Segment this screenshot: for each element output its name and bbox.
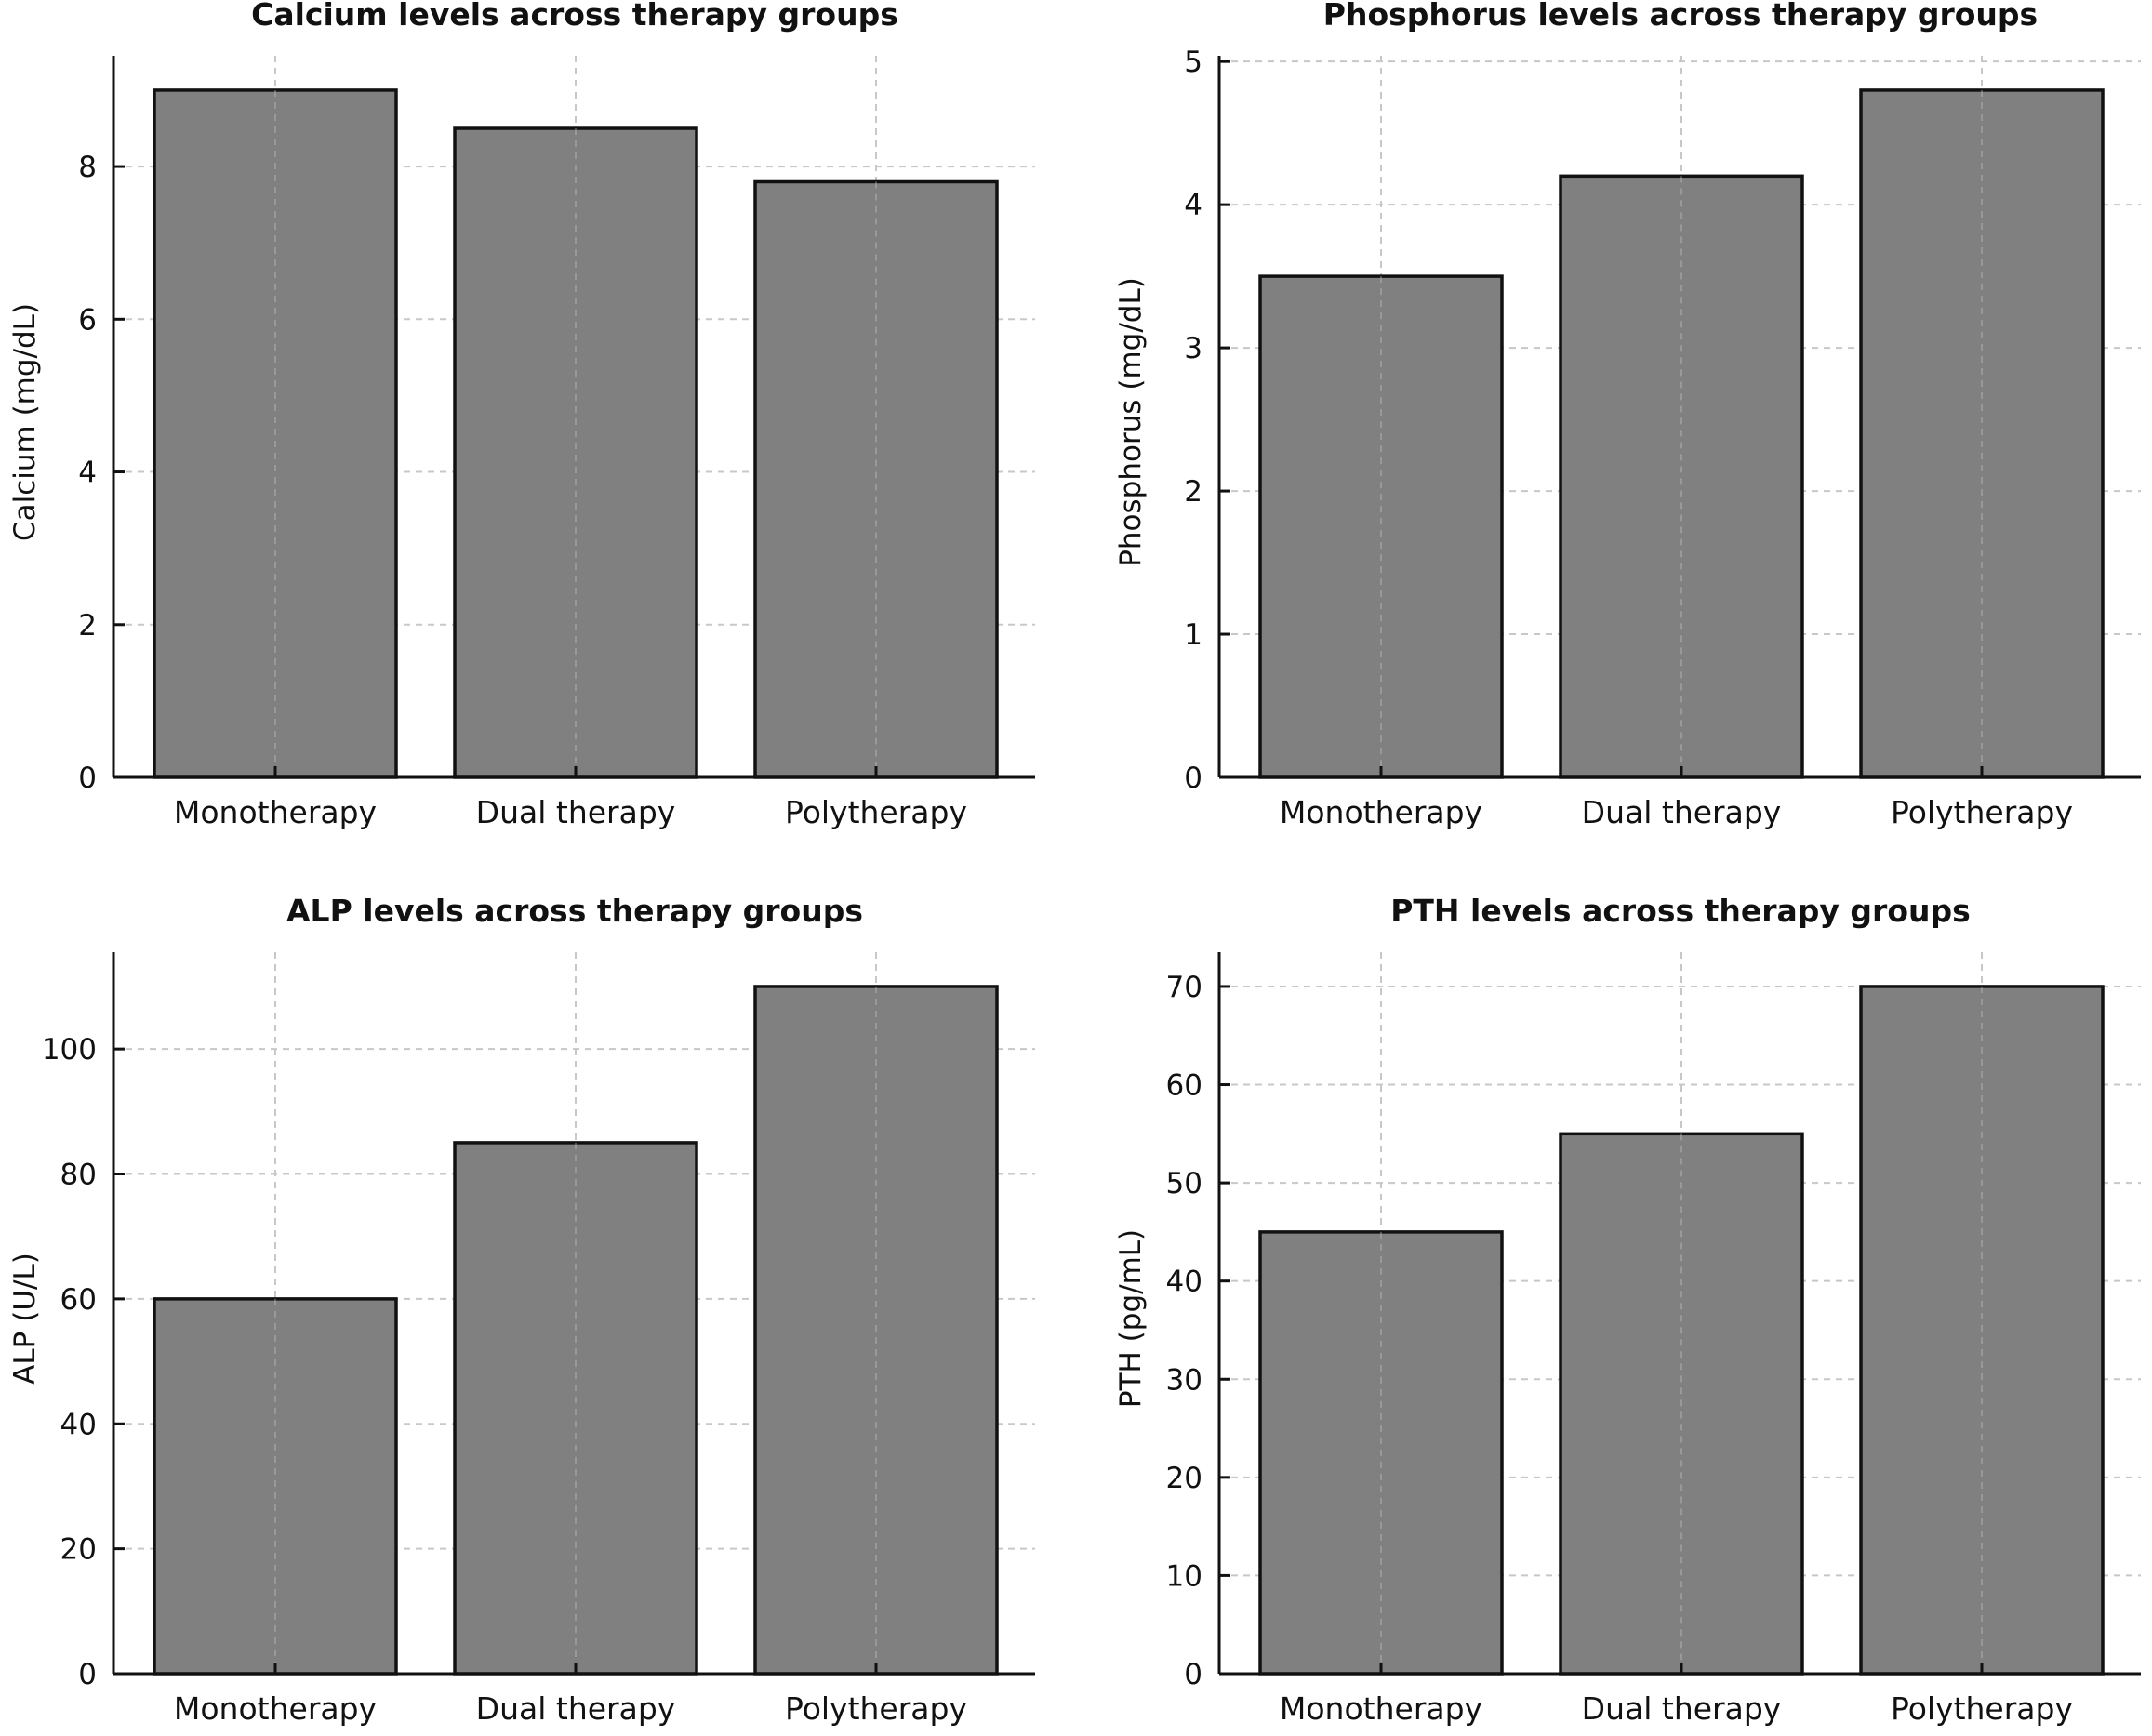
- y-tick-label: 10: [1166, 1559, 1202, 1593]
- x-tick-label: Polytherapy: [1891, 794, 2073, 830]
- y-tick-label: 40: [1166, 1266, 1202, 1299]
- y-tick-label: 20: [60, 1533, 97, 1567]
- bar-polytherapy: [1859, 985, 2105, 1676]
- y-axis-label: Phosphorus (mg/dL): [1114, 277, 1148, 567]
- bar-dual-therapy: [1559, 1132, 1804, 1676]
- y-tick-label: 40: [60, 1408, 97, 1441]
- y-tick-label: 0: [78, 762, 97, 795]
- chart-panel-phosphorus: 0 1 2 3 4 5 Monotherapy Dual therapy Polytherapy…: [1114, 0, 2141, 830]
- bar-monotherapy: [153, 1297, 398, 1676]
- y-tick-label: 60: [1166, 1069, 1202, 1103]
- bar-layer: [1258, 985, 2105, 1676]
- bar-layer: [153, 985, 999, 1676]
- x-tick-label: Dual therapy: [476, 794, 676, 830]
- axis-layer: 0 20 40 60 80 100 Monotherapy Dual therapy Polyt…: [42, 952, 1035, 1727]
- bar-polytherapy: [753, 985, 999, 1676]
- chart-panel-pth: 0 10 20 30 40 50 60 70 Monotherapy Dual therapy Po…: [1114, 893, 2141, 1727]
- bar-polytherapy: [1859, 88, 2105, 779]
- x-tick-label: Monotherapy: [1280, 794, 1482, 830]
- y-tick-label: 6: [78, 303, 97, 337]
- axis-layer: 0 1 2 3 4 5 Monotherapy Dual therapy Polytherapy: [1184, 46, 2141, 830]
- bar-monotherapy: [1258, 274, 1504, 779]
- y-tick-label: 3: [1184, 332, 1202, 365]
- x-tick-label: Monotherapy: [1280, 1690, 1482, 1727]
- y-tick-label: 0: [1184, 1658, 1202, 1691]
- bar-monotherapy: [1258, 1230, 1504, 1676]
- y-tick-label: 0: [78, 1658, 97, 1691]
- bar-dual-therapy: [453, 1141, 698, 1676]
- x-tick-label: Dual therapy: [476, 1690, 676, 1727]
- panel-title: ALP levels across therapy groups: [286, 893, 863, 929]
- y-tick-label: 20: [1166, 1462, 1202, 1495]
- y-axis-label: Calcium (mg/dL): [8, 303, 42, 541]
- y-tick-label: 8: [78, 151, 97, 184]
- bar-dual-therapy: [1559, 174, 1804, 779]
- y-tick-label: 5: [1184, 46, 1202, 79]
- axis-layer: 0 2 4 6 8 Monotherapy Dual therapy Polytherapy: [78, 56, 1035, 830]
- y-tick-label: 50: [1166, 1167, 1202, 1200]
- chart-panel-alp: 0 20 40 60 80 100 Monotherapy Dual therapy Polyt…: [8, 893, 1035, 1727]
- y-tick-label: 2: [78, 609, 97, 643]
- bar-monotherapy: [153, 88, 398, 779]
- y-axis-label: ALP (U/L): [8, 1252, 42, 1385]
- x-tick-label: Dual therapy: [1582, 794, 1782, 830]
- x-tick-label: Polytherapy: [1891, 1690, 2073, 1727]
- bar-polytherapy: [753, 179, 999, 779]
- x-tick-label: Monotherapy: [174, 794, 377, 830]
- y-tick-label: 70: [1166, 971, 1202, 1004]
- y-tick-label: 0: [1184, 762, 1202, 795]
- y-tick-label: 30: [1166, 1363, 1202, 1397]
- x-tick-label: Monotherapy: [174, 1690, 377, 1727]
- y-tick-label: 100: [42, 1033, 97, 1067]
- bar-layer: [153, 88, 999, 779]
- x-tick-label: Dual therapy: [1582, 1690, 1782, 1727]
- y-tick-label: 60: [60, 1283, 97, 1317]
- bar-layer: [1258, 88, 2105, 779]
- axis-layer: 0 10 20 30 40 50 60 70 Monotherapy Dual therapy Po…: [1166, 952, 2141, 1727]
- y-tick-label: 1: [1184, 618, 1202, 652]
- y-tick-label: 80: [60, 1159, 97, 1192]
- x-tick-label: Polytherapy: [785, 1690, 967, 1727]
- y-tick-label: 4: [1184, 189, 1202, 222]
- panel-title: Phosphorus levels across therapy groups: [1323, 0, 2038, 33]
- y-tick-label: 2: [1184, 475, 1202, 509]
- panel-title: PTH levels across therapy groups: [1390, 893, 1971, 929]
- y-tick-label: 4: [78, 457, 97, 490]
- x-tick-label: Polytherapy: [785, 794, 967, 830]
- panel-title: Calcium levels across therapy groups: [251, 0, 898, 33]
- y-axis-label: PTH (pg/mL): [1114, 1229, 1148, 1408]
